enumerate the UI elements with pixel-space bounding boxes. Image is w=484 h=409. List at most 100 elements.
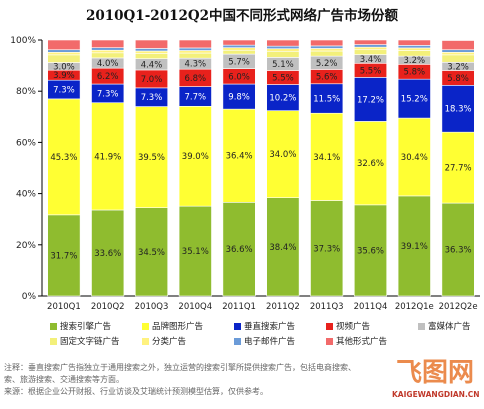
legend-swatch bbox=[234, 338, 241, 345]
data-label: 7.3% bbox=[97, 89, 119, 99]
legend-swatch bbox=[50, 323, 57, 330]
data-label: 41.9% bbox=[94, 152, 121, 162]
data-label: 7.7% bbox=[184, 92, 206, 102]
data-label: 38.4% bbox=[269, 243, 296, 253]
x-tick-label: 2012Q2e bbox=[439, 302, 478, 312]
data-label: 17.2% bbox=[357, 95, 384, 105]
legend-item: 分类广告 bbox=[142, 335, 186, 347]
bar-segment bbox=[178, 39, 212, 49]
x-tick-label: 2010Q1 bbox=[47, 302, 81, 312]
legend-swatch bbox=[50, 338, 57, 345]
notes: 注释：垂直搜索广告指独立于通用搜索之外，独立运营的搜索引擎所提供搜索广告，包括电… bbox=[4, 362, 424, 398]
x-tick-label: 2011Q4 bbox=[354, 302, 388, 312]
bar-segment bbox=[310, 112, 344, 201]
chart-title: 2010Q1-2012Q2中国不同形式网络广告市场份额 bbox=[85, 8, 399, 24]
bar-segment bbox=[178, 205, 212, 297]
bar-segment bbox=[222, 49, 256, 55]
bar-segment bbox=[91, 47, 125, 51]
data-label: 5.2% bbox=[316, 59, 338, 69]
legend-swatch bbox=[418, 323, 425, 330]
axes: 0% 20% 40% 60% 80% 100% 2010Q1 2010Q2 2010Q3 2010… bbox=[10, 36, 480, 312]
data-label: 3.2% bbox=[447, 62, 469, 72]
bar-segment bbox=[91, 49, 125, 54]
data-label: 36.6% bbox=[226, 245, 253, 255]
bar-segment bbox=[397, 47, 431, 51]
data-label: 45.3% bbox=[50, 153, 77, 163]
y-tick-label: 40% bbox=[16, 190, 36, 200]
data-label: 5.8% bbox=[403, 68, 425, 78]
bar-segment bbox=[353, 46, 388, 51]
x-tick-label: 2011Q1 bbox=[222, 302, 256, 312]
data-label: 3.9% bbox=[53, 71, 75, 81]
data-label: 32.6% bbox=[357, 159, 384, 169]
bar-segment bbox=[441, 202, 475, 297]
bar-segment bbox=[178, 50, 212, 54]
legend-item: 富媒体广告 bbox=[418, 320, 471, 332]
legend-label: 富媒体广告 bbox=[428, 322, 471, 332]
bar-segment bbox=[47, 98, 81, 216]
data-label: 4.0% bbox=[97, 59, 119, 69]
bar-segment bbox=[47, 51, 81, 56]
watermark-url: KAIGEWANGDIAN.CN bbox=[392, 390, 480, 399]
bar-segment bbox=[91, 209, 125, 297]
legend-label: 垂直搜索广告 bbox=[244, 322, 296, 332]
data-label: 5.7% bbox=[228, 57, 250, 67]
x-tick-label: 2011Q3 bbox=[310, 302, 344, 312]
legend-item: 电子邮件广告 bbox=[234, 335, 295, 347]
data-label: 5.5% bbox=[272, 74, 294, 84]
bar-segment bbox=[353, 44, 388, 48]
legend-label: 分类广告 bbox=[152, 337, 187, 347]
legend-label: 其他形式广告 bbox=[336, 337, 388, 347]
data-label: 27.7% bbox=[445, 164, 472, 174]
bar-segment bbox=[441, 131, 475, 204]
bar-segment bbox=[178, 47, 212, 51]
data-label: 5.6% bbox=[316, 73, 338, 83]
legend-swatch bbox=[142, 338, 149, 345]
legend-label: 搜索引擎广告 bbox=[60, 322, 112, 332]
data-label: 7.3% bbox=[53, 86, 75, 96]
data-label: 30.4% bbox=[401, 153, 428, 163]
bar-segment bbox=[397, 117, 431, 197]
bar-segment bbox=[178, 106, 212, 207]
data-label: 34.1% bbox=[313, 153, 340, 163]
data-label: 37.3% bbox=[313, 244, 340, 254]
bar-segment bbox=[266, 48, 300, 52]
legend-label: 品牌图形广告 bbox=[152, 322, 204, 332]
bar-segment bbox=[222, 83, 256, 110]
data-label: 15.2% bbox=[401, 95, 428, 105]
data-label: 36.3% bbox=[445, 246, 472, 256]
data-label: 35.1% bbox=[182, 247, 209, 257]
watermark-logo: 飞图网 KAIGEWANGDIAN.CN bbox=[392, 352, 482, 404]
legend-item: 品牌图形广告 bbox=[142, 320, 203, 332]
data-label: 34.0% bbox=[269, 150, 296, 160]
data-label: 33.6% bbox=[94, 249, 121, 259]
legend-swatch bbox=[326, 323, 333, 330]
bar-segment bbox=[266, 50, 300, 58]
note-line-2: 索、旅游搜索、交通搜索等方面。 bbox=[4, 375, 124, 384]
bar-segment bbox=[47, 39, 81, 51]
bar-segment bbox=[91, 52, 125, 59]
legend-swatch bbox=[326, 338, 333, 345]
data-label: 3.2% bbox=[403, 56, 425, 66]
legend-swatch bbox=[142, 323, 149, 330]
bar-segment bbox=[222, 39, 256, 46]
source-line: 来源：根据企业公开财报、行业访谈及艾瑞统计预测模型估算，仅供参考。 bbox=[4, 387, 268, 396]
data-label: 35.6% bbox=[357, 246, 384, 256]
bar-segment bbox=[47, 214, 81, 297]
x-tick-label: 2011Q2 bbox=[266, 302, 300, 312]
bar-segment bbox=[310, 50, 344, 57]
bar-series bbox=[47, 39, 475, 297]
data-label: 36.4% bbox=[226, 152, 253, 162]
data-label: 4.4% bbox=[141, 60, 163, 70]
y-tick-label: 0% bbox=[22, 292, 37, 302]
bar-segment bbox=[353, 39, 388, 45]
data-label: 5.1% bbox=[272, 60, 294, 70]
bar-segment bbox=[222, 44, 256, 48]
legend-item: 其他形式广告 bbox=[326, 335, 387, 347]
data-label: 6.2% bbox=[97, 72, 119, 82]
data-label: 5.8% bbox=[447, 74, 469, 84]
data-label: 5.5% bbox=[360, 66, 382, 76]
bar-segment bbox=[441, 51, 475, 56]
legend-item: 固定文字链广告 bbox=[50, 335, 120, 347]
data-label: 39.0% bbox=[182, 152, 209, 162]
